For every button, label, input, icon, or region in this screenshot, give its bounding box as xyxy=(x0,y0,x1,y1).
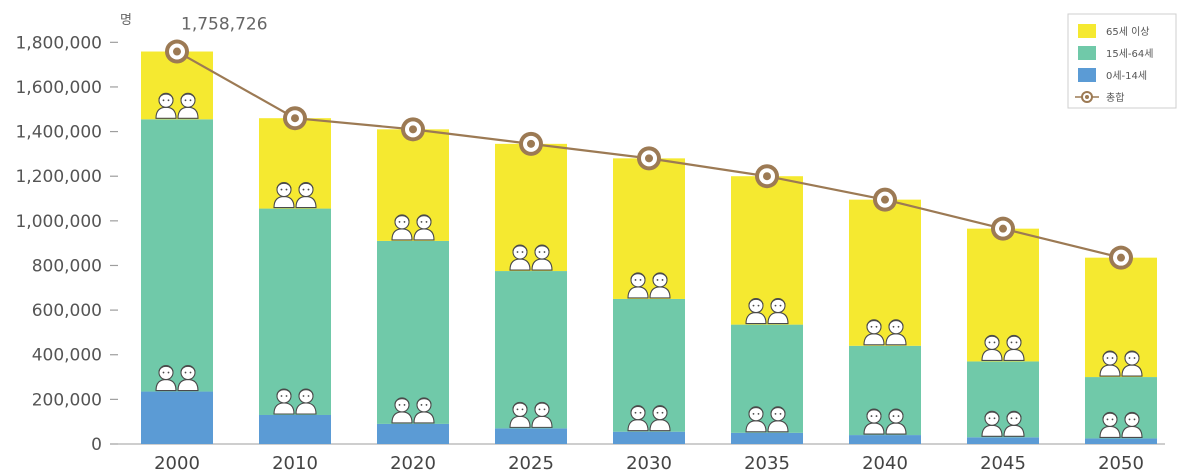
person-pair-icon xyxy=(745,406,789,433)
x-tick-label: 2010 xyxy=(272,453,318,473)
y-tick-label: 1,400,000 xyxy=(15,123,102,143)
x-tick-label: 2020 xyxy=(390,453,436,473)
total-point xyxy=(401,117,425,142)
y-tick-label: 800,000 xyxy=(32,256,102,276)
bar-segment-0세-14세 xyxy=(967,437,1039,444)
person-pair-icon xyxy=(273,182,317,209)
person-pair-icon xyxy=(863,319,907,346)
person-pair-icon xyxy=(391,214,435,241)
bar-segment-65세-이상 xyxy=(259,118,331,209)
bar-segment-15세-64세 xyxy=(849,345,921,436)
bar-segment-65세-이상 xyxy=(849,199,921,346)
bar-segment-15세-64세 xyxy=(259,208,331,415)
person-pair-icon xyxy=(1099,350,1143,377)
x-tick-label: 2025 xyxy=(508,453,554,473)
x-tick-label: 2035 xyxy=(744,453,790,473)
person-pair-icon xyxy=(745,298,789,325)
person-pair-icon xyxy=(391,397,435,424)
bar-segment-15세-64세 xyxy=(377,240,449,424)
total-point xyxy=(283,106,307,131)
total-point xyxy=(165,39,189,64)
bar-segment-0세-14세 xyxy=(1085,438,1157,444)
bar-segment-15세-64세 xyxy=(731,324,803,433)
bar-segment-0세-14세 xyxy=(613,431,685,444)
y-unit-label: 명 xyxy=(120,13,132,28)
legend-item: 15세-64세 xyxy=(1078,46,1153,60)
person-pair-icon xyxy=(863,408,907,435)
total-point xyxy=(637,146,661,171)
total-point xyxy=(991,216,1015,241)
person-pair-icon xyxy=(1099,411,1143,438)
legend-swatch xyxy=(1078,46,1096,60)
bar-segment-65세-이상 xyxy=(1085,257,1157,378)
bar-segment-15세-64세 xyxy=(613,298,685,432)
legend-item: 65세 이상 xyxy=(1078,24,1150,38)
legend-label: 0세-14세 xyxy=(1106,70,1147,82)
bar-segment-0세-14세 xyxy=(849,435,921,444)
bars-layer xyxy=(141,51,1157,444)
y-tick-label: 1,800,000 xyxy=(15,33,102,53)
total-point xyxy=(755,164,779,189)
bar-segment-15세-64세 xyxy=(495,271,567,429)
bar-segment-65세-이상 xyxy=(731,176,803,325)
bar-segment-0세-14세 xyxy=(377,423,449,444)
y-tick-label: 200,000 xyxy=(32,390,102,410)
line-layer: 1,758,726 xyxy=(165,15,1133,270)
legend-swatch xyxy=(1078,24,1096,38)
legend-item: 0세-14세 xyxy=(1078,68,1147,82)
person-pair-icon xyxy=(273,388,317,415)
axis-layer: 명 0 200,000 400,000 600,000 800,000 1,000,000 1… xyxy=(15,13,1165,473)
icons-layer xyxy=(155,92,1143,438)
bar-segment-15세-64세 xyxy=(967,361,1039,438)
person-pair-icon xyxy=(981,410,1025,437)
y-tick-label: 600,000 xyxy=(32,301,102,321)
bar-segment-65세-이상 xyxy=(377,129,449,241)
bar-segment-65세-이상 xyxy=(495,143,567,272)
x-tick-label: 2040 xyxy=(862,453,908,473)
legend-item: 총합 xyxy=(1075,91,1124,104)
bar-segment-0세-14세 xyxy=(495,428,567,444)
bar-segment-65세-이상 xyxy=(967,228,1039,362)
legend-swatch xyxy=(1078,68,1096,82)
y-tick-label: 0 xyxy=(91,435,102,455)
bar-segment-0세-14세 xyxy=(259,414,331,444)
legend-label: 15세-64세 xyxy=(1106,48,1153,60)
y-tick-label: 1,200,000 xyxy=(15,167,102,187)
y-tick-label: 1,000,000 xyxy=(15,212,102,232)
x-tick-label: 2000 xyxy=(154,453,200,473)
total-point xyxy=(519,131,543,156)
y-tick-label: 400,000 xyxy=(32,346,102,366)
legend-label: 65세 이상 xyxy=(1106,26,1150,38)
bar-segment-15세-64세 xyxy=(1085,377,1157,439)
person-pair-icon xyxy=(509,401,553,428)
person-pair-icon xyxy=(627,272,671,299)
bar-segment-65세-이상 xyxy=(613,158,685,299)
bar-segment-0세-14세 xyxy=(731,432,803,444)
total-point xyxy=(1109,245,1133,270)
person-pair-icon xyxy=(155,92,199,119)
x-tick-label: 2045 xyxy=(980,453,1026,473)
legend-label: 총합 xyxy=(1106,92,1124,104)
bar-segment-0세-14세 xyxy=(141,391,213,444)
total-annotation: 1,758,726 xyxy=(181,15,268,35)
person-pair-icon xyxy=(509,244,553,271)
x-tick-label: 2030 xyxy=(626,453,672,473)
total-point xyxy=(873,187,897,212)
y-tick-label: 1,600,000 xyxy=(15,78,102,98)
person-pair-icon xyxy=(627,405,671,432)
bar-segment-15세-64세 xyxy=(141,119,213,392)
person-pair-icon xyxy=(155,365,199,392)
person-pair-icon xyxy=(981,334,1025,361)
x-tick-label: 2050 xyxy=(1098,453,1144,473)
